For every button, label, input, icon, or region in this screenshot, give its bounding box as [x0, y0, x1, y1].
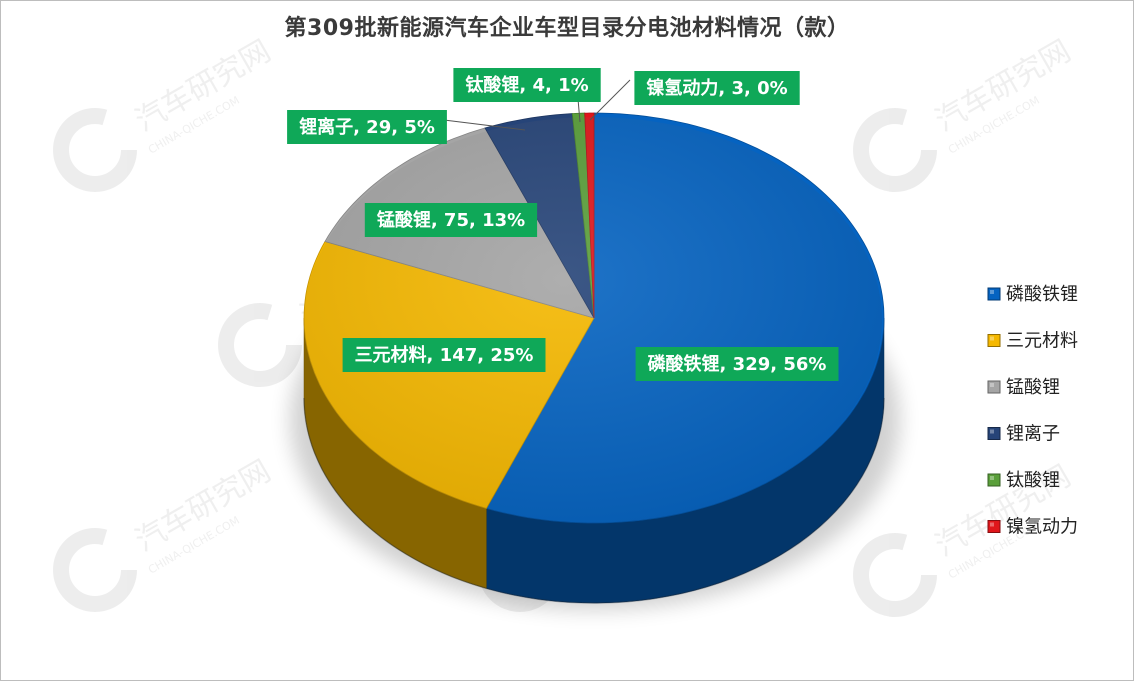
legend-swatch — [987, 473, 1001, 487]
legend-item-2: 锰酸锂 — [987, 377, 1060, 398]
svg-text:三元材料, 147, 25%: 三元材料, 147, 25% — [355, 344, 534, 366]
legend-swatch — [987, 380, 1001, 394]
legend-swatch — [987, 427, 1001, 440]
legend-swatch — [987, 520, 1001, 533]
legend-label: 锰酸锂 — [1006, 377, 1060, 398]
legend-item-5: 镍氢动力 — [987, 517, 1078, 538]
leader-line-4 — [577, 98, 581, 123]
svg-text:镍氢动力, 3, 0%: 镍氢动力, 3, 0% — [646, 77, 787, 99]
legend-item-4: 钛酸锂 — [987, 470, 1060, 491]
data-label-2: 锰酸锂, 75, 13% — [364, 203, 538, 237]
data-label-1: 三元材料, 147, 25% — [342, 338, 546, 372]
svg-text:锂离子, 29, 5%: 锂离子, 29, 5% — [299, 116, 435, 138]
data-label-3: 锂离子, 29, 5% — [287, 110, 447, 144]
chart-title: 第309批新能源汽车企业车型目录分电池材料情况（款） — [284, 16, 850, 41]
legend-item-1: 三元材料 — [987, 331, 1078, 352]
legend-swatch — [987, 287, 1001, 301]
legend-swatch — [987, 334, 1001, 347]
leader-lines — [443, 79, 631, 131]
svg-text:磷酸铁锂, 329, 56%: 磷酸铁锂, 329, 56% — [648, 353, 827, 375]
legend-label: 磷酸铁锂 — [1006, 284, 1078, 305]
leader-line-5 — [589, 79, 631, 121]
legend-label: 钛酸锂 — [1006, 470, 1060, 491]
data-label-4: 钛酸锂, 4, 1% — [453, 68, 601, 102]
legend-label: 三元材料 — [1006, 331, 1078, 352]
svg-text:钛酸锂, 4, 1%: 钛酸锂, 4, 1% — [465, 74, 588, 96]
data-label-5: 镍氢动力, 3, 0% — [634, 71, 800, 105]
data-label-0: 磷酸铁锂, 329, 56% — [635, 347, 839, 381]
legend-item-0: 磷酸铁锂 — [987, 284, 1078, 305]
data-labels: 磷酸铁锂, 329, 56% 三元材料, 147, 25% 锰酸锂, 75, 13%… — [287, 68, 839, 381]
leader-line-3 — [443, 119, 526, 131]
legend-item-3: 锂离子 — [987, 424, 1060, 445]
legend-label: 镍氢动力 — [1006, 517, 1078, 538]
legend-label: 锂离子 — [1006, 424, 1060, 445]
pie-tops — [303, 112, 885, 524]
svg-text:锰酸锂, 75, 13%: 锰酸锂, 75, 13% — [377, 209, 525, 231]
